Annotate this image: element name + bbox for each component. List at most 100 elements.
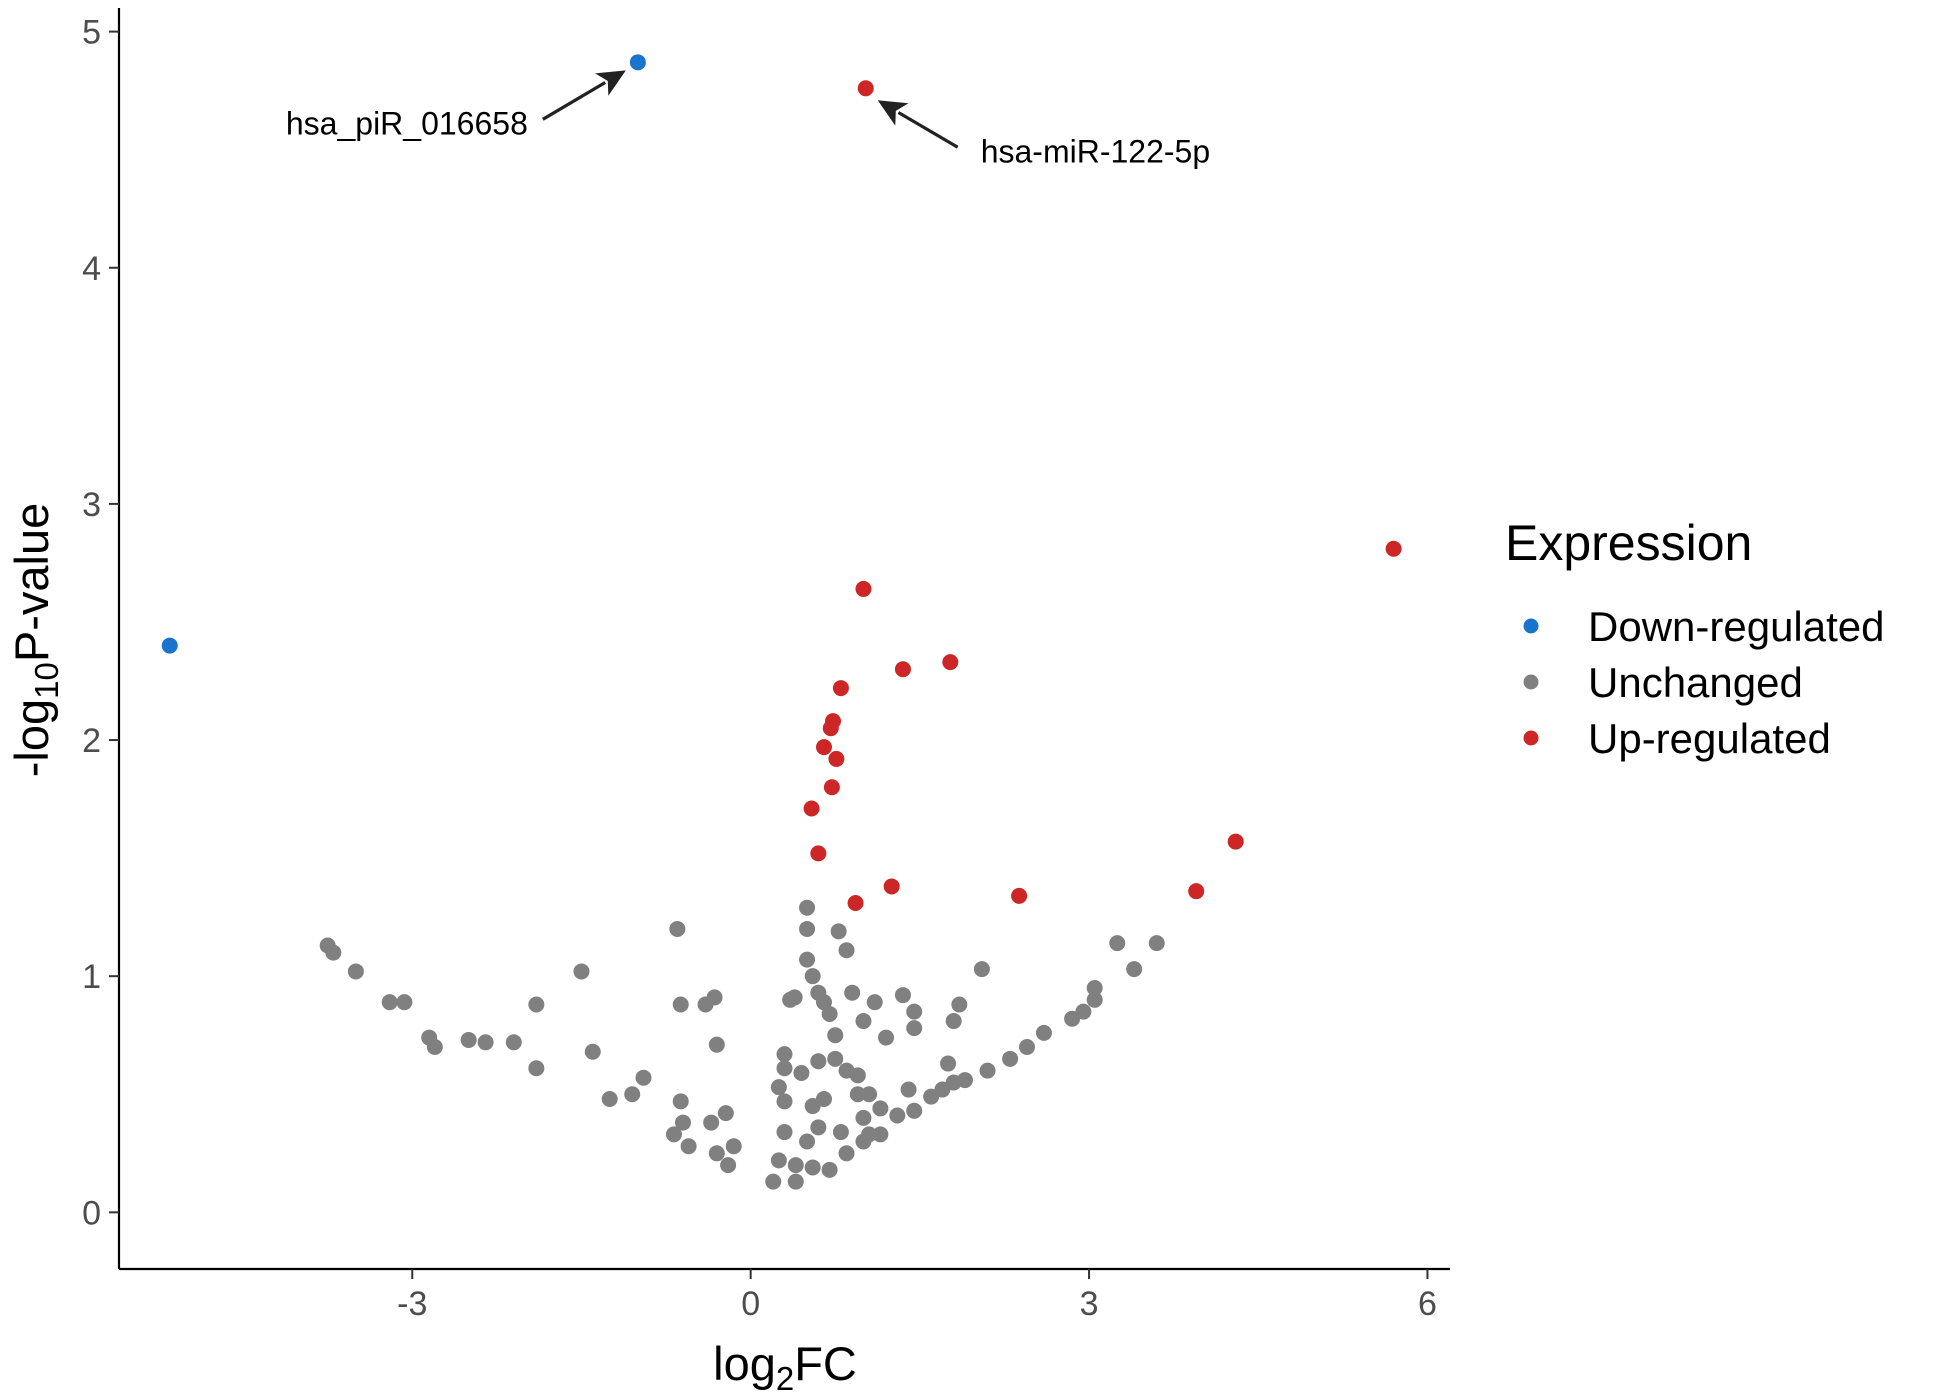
point-unchanged [810, 1119, 827, 1136]
point-unchanged [460, 1031, 477, 1048]
point-unchanged [717, 1105, 734, 1122]
point-unchanged [804, 1159, 821, 1176]
point-unchanged [973, 961, 990, 978]
point-unchanged [528, 1060, 545, 1077]
point-unchanged [1109, 935, 1126, 952]
point-unchanged [810, 1053, 827, 1070]
legend-label-down-regulated: Down-regulated [1588, 603, 1885, 650]
annotation-label: hsa-miR-122-5p [981, 133, 1210, 169]
y-axis-title-main: -log [5, 699, 58, 777]
point-unchanged [396, 994, 413, 1011]
legend-label-up-regulated: Up-regulated [1588, 715, 1831, 762]
point-unchanged [672, 1093, 689, 1110]
point-unchanged [827, 1050, 844, 1067]
point-unchanged [708, 1145, 725, 1162]
y-tick-label: 2 [82, 722, 101, 760]
x-tick-label: 0 [741, 1285, 760, 1323]
legend-entries: Down-regulated Unchanged Up-regulated [1523, 603, 1885, 762]
annotation-arrow-head [877, 100, 909, 126]
point-up-regulated [847, 894, 864, 911]
point-up-regulated [1011, 887, 1028, 904]
point-unchanged [1086, 991, 1103, 1008]
point-up-regulated [857, 80, 874, 97]
point-unchanged [849, 1067, 866, 1084]
point-up-regulated [883, 878, 900, 895]
point-down-regulated [629, 54, 646, 71]
point-unchanged [889, 1107, 906, 1124]
point-unchanged [799, 951, 816, 968]
point-unchanged [776, 1060, 793, 1077]
point-unchanged [505, 1034, 522, 1051]
point-unchanged [872, 1126, 889, 1143]
point-unchanged [906, 1020, 923, 1037]
x-axis-title: log2FC [713, 1337, 857, 1396]
point-unchanged [940, 1055, 957, 1072]
point-unchanged [703, 1114, 720, 1131]
point-up-regulated [1227, 833, 1244, 850]
point-up-regulated [828, 750, 845, 767]
point-unchanged [725, 1138, 742, 1155]
point-unchanged [1064, 1010, 1081, 1027]
point-unchanged [601, 1090, 618, 1107]
point-unchanged [624, 1086, 641, 1103]
point-unchanged [793, 1065, 810, 1082]
point-up-regulated [1188, 883, 1205, 900]
y-axis-title-subscript: 10 [28, 662, 65, 699]
point-unchanged [720, 1157, 737, 1174]
x-axis-title-rest: FC [794, 1337, 857, 1390]
point-unchanged [956, 1072, 973, 1089]
plot-panel [117, 8, 1450, 1271]
point-unchanged [844, 984, 861, 1001]
point-unchanged [821, 1161, 838, 1178]
point-unchanged [1019, 1039, 1036, 1056]
y-tick-label: 0 [82, 1194, 101, 1232]
annotation-label: hsa_piR_016658 [286, 105, 528, 141]
x-tick-label: -3 [397, 1285, 427, 1323]
y-axis-title: -log10P-value [5, 503, 65, 777]
legend-title: Expression [1505, 515, 1752, 571]
point-unchanged [951, 996, 968, 1013]
point-unchanged [1086, 979, 1103, 996]
point-unchanged [900, 1081, 917, 1098]
point-unchanged [799, 1133, 816, 1150]
x-axis-title-main: log [713, 1337, 776, 1390]
point-unchanged [799, 899, 816, 916]
y-tick-label: 5 [82, 14, 101, 52]
data-points [161, 54, 1402, 1190]
point-unchanged [923, 1088, 940, 1105]
point-up-regulated [803, 800, 820, 817]
x-tick-label: 3 [1080, 1285, 1099, 1323]
point-unchanged [573, 963, 590, 980]
point-down-regulated [161, 637, 178, 654]
point-unchanged [827, 1027, 844, 1044]
legend-swatch-down-regulated [1523, 618, 1539, 634]
point-unchanged [1148, 935, 1165, 952]
point-unchanged [765, 1173, 782, 1190]
point-unchanged [787, 1157, 804, 1174]
point-unchanged [945, 1013, 962, 1030]
point-unchanged [674, 1114, 691, 1131]
point-unchanged [776, 1046, 793, 1063]
point-unchanged [872, 1100, 889, 1117]
point-unchanged [635, 1069, 652, 1086]
annotation-arrow-line [897, 111, 959, 149]
point-up-regulated [823, 779, 840, 796]
point-unchanged [979, 1062, 996, 1079]
point-unchanged [838, 942, 855, 959]
point-unchanged [786, 989, 803, 1006]
point-unchanged [804, 968, 821, 985]
point-unchanged [381, 994, 398, 1011]
point-unchanged [665, 1126, 682, 1143]
point-unchanged [799, 920, 816, 937]
point-up-regulated [822, 720, 839, 737]
point-up-regulated [855, 580, 872, 597]
point-unchanged [477, 1034, 494, 1051]
point-unchanged [906, 1003, 923, 1020]
point-unchanged [866, 994, 883, 1011]
point-unchanged [1035, 1024, 1052, 1041]
point-unchanged [776, 1124, 793, 1141]
point-unchanged [706, 989, 723, 1006]
point-unchanged [855, 1013, 872, 1030]
point-unchanged [838, 1145, 855, 1162]
legend-swatch-up-regulated [1523, 730, 1539, 746]
